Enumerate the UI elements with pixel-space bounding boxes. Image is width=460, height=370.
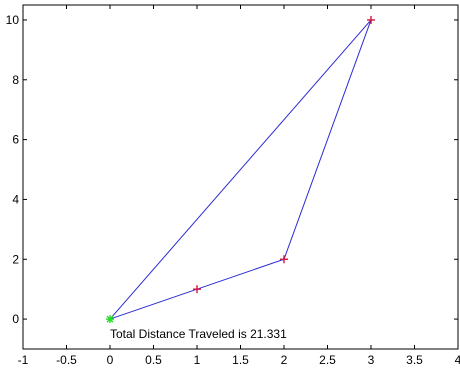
x-tick-label: 3.5: [406, 353, 423, 367]
x-tick-label: -1: [18, 353, 29, 367]
y-tick-label: 4: [12, 192, 19, 206]
y-tick-label: 8: [12, 73, 19, 87]
y-tick-label: 6: [12, 133, 19, 147]
y-tick-label: 0: [12, 312, 19, 326]
tick-labels: -1 -0.5 0 0.5 1 1.5 2 2.5 3 3.5 4 0 2 4 6 8 10: [6, 13, 460, 367]
x-tick-label: 4: [455, 353, 460, 367]
waypoint-marker: [280, 255, 288, 264]
total-distance-annotation: Total Distance Traveled is 21.331: [110, 327, 287, 341]
x-tick-label: 2.5: [319, 353, 336, 367]
y-tick-label: 10: [6, 13, 20, 27]
x-tick-label: 0: [107, 353, 114, 367]
x-tick-label: 1.5: [232, 353, 249, 367]
x-tick-label: 3: [368, 353, 375, 367]
x-tick-label: 0.5: [145, 353, 162, 367]
marker-stroke: [106, 315, 114, 323]
waypoint-marker: [367, 15, 375, 24]
y-tick-label: 2: [12, 252, 19, 266]
start-marker: [106, 315, 114, 324]
axis-ticks: [22, 5, 459, 349]
plot-area: [106, 15, 375, 324]
x-tick-label: 2: [281, 353, 288, 367]
x-tick-label: -0.5: [56, 353, 77, 367]
waypoint-marker: [193, 285, 201, 294]
x-tick-label: 1: [194, 353, 201, 367]
